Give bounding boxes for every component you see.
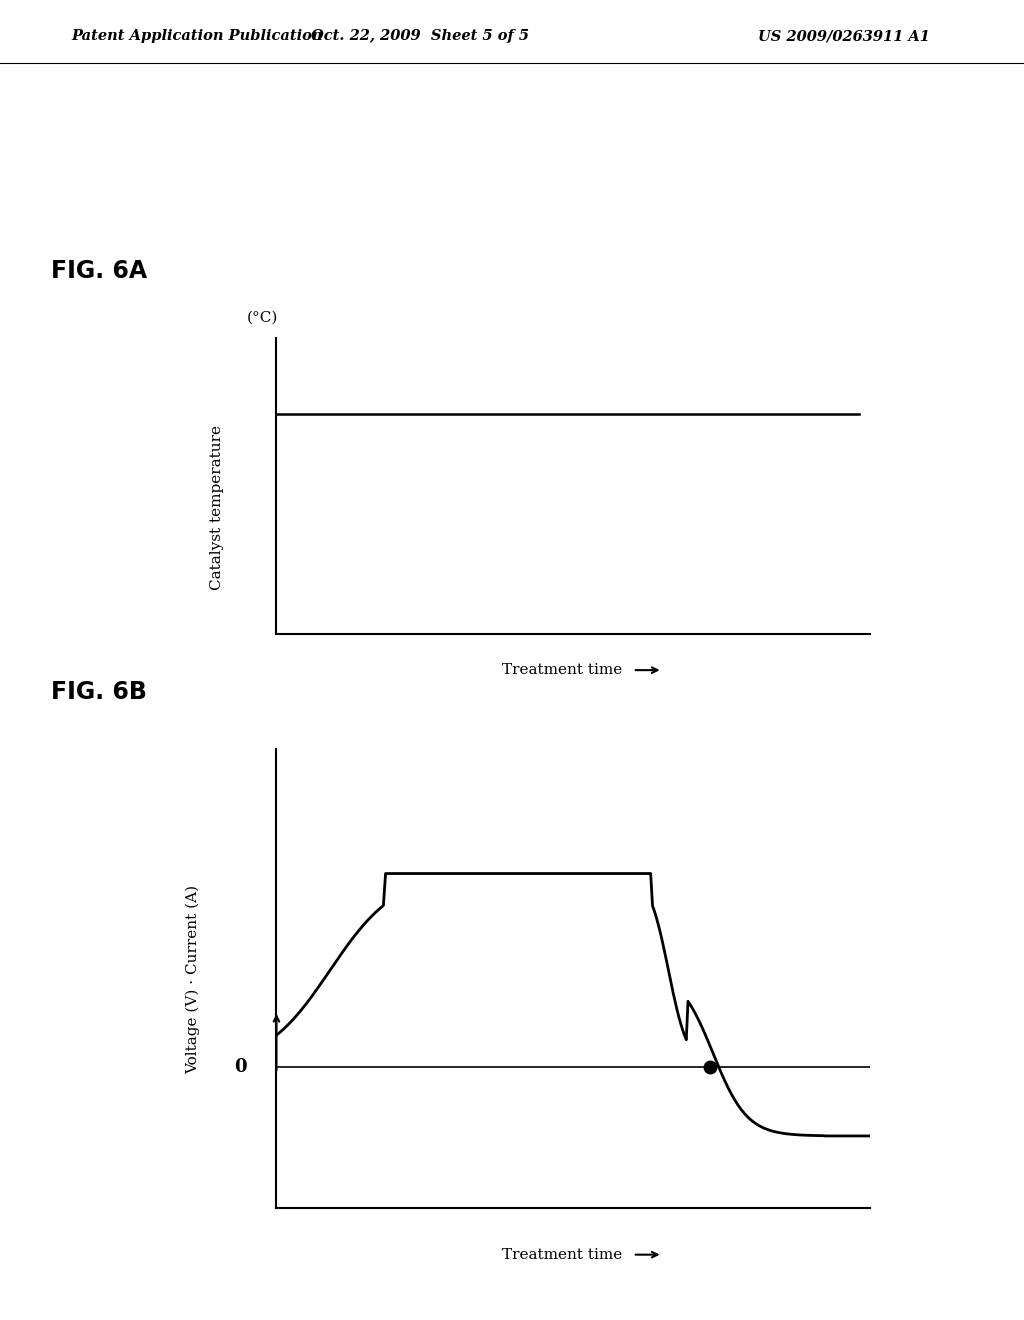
Text: Treatment time: Treatment time: [502, 1247, 623, 1262]
Text: FIG. 6A: FIG. 6A: [51, 259, 147, 282]
Text: US 2009/0263911 A1: US 2009/0263911 A1: [758, 29, 930, 44]
Text: Voltage (V) · Current (A): Voltage (V) · Current (A): [186, 886, 201, 1074]
Text: Patent Application Publication: Patent Application Publication: [72, 29, 324, 44]
Text: Catalyst temperature: Catalyst temperature: [210, 425, 224, 590]
Text: 0: 0: [234, 1059, 247, 1076]
Text: Treatment time: Treatment time: [502, 663, 623, 677]
Text: FIG. 6B: FIG. 6B: [51, 680, 147, 704]
Text: (°C): (°C): [247, 310, 279, 325]
Text: Oct. 22, 2009  Sheet 5 of 5: Oct. 22, 2009 Sheet 5 of 5: [311, 29, 528, 44]
